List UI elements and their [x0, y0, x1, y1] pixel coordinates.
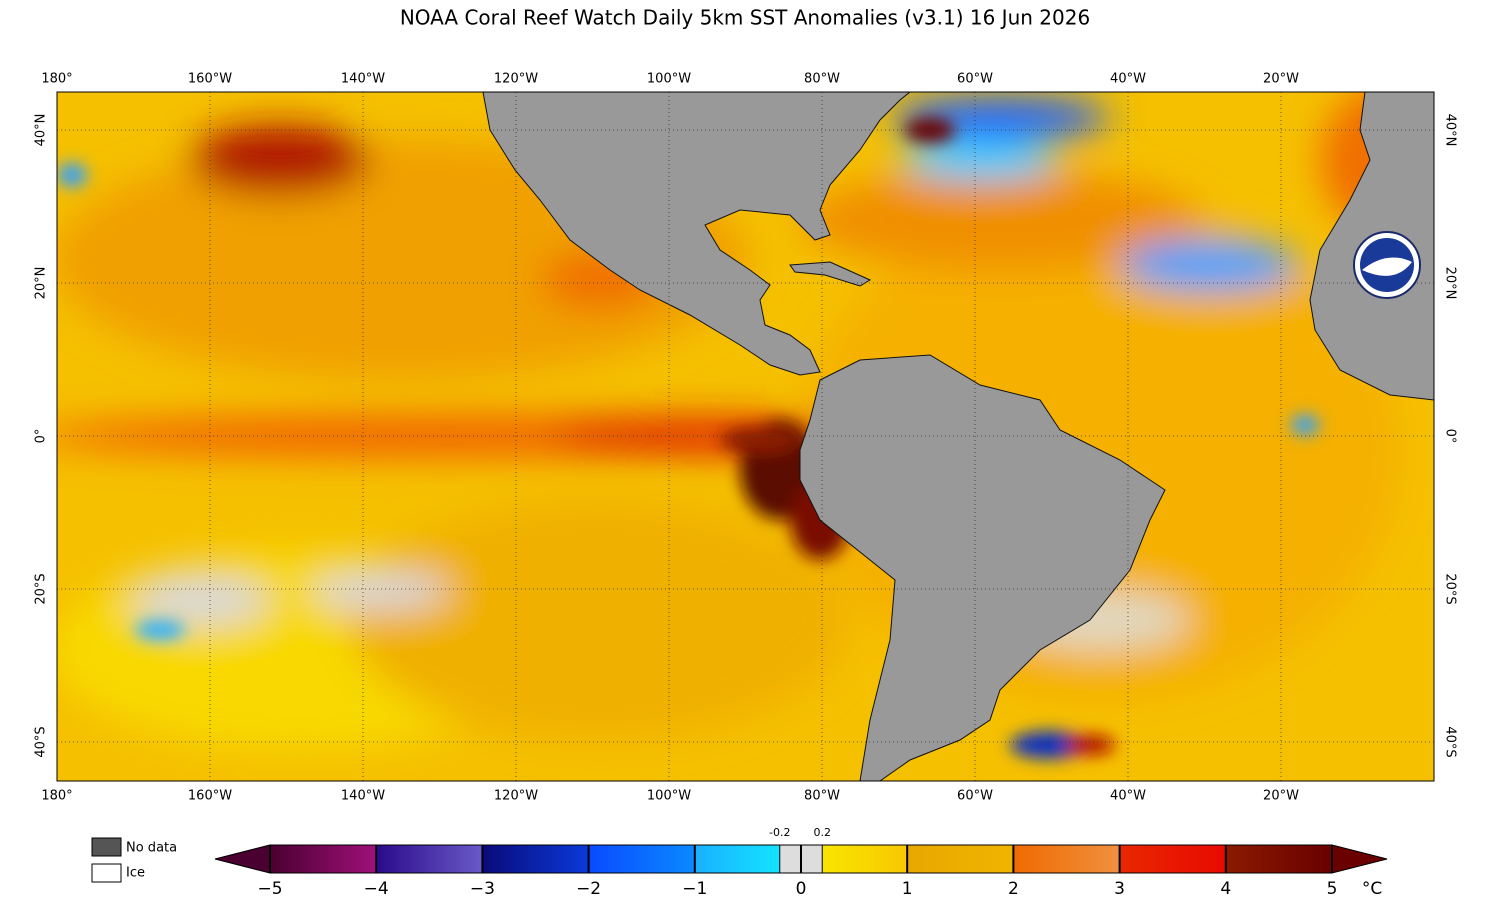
- no-data-swatch: [91, 837, 122, 857]
- legend: No data Ice: [91, 837, 177, 883]
- lon-label-bottom: 160°W: [188, 789, 232, 804]
- colorbar-tick-label: 4: [1220, 879, 1231, 899]
- colorbar-tick-label: −3: [470, 879, 495, 899]
- north-america: [482, 92, 911, 376]
- lat-label-left: 20°S: [34, 573, 49, 604]
- neutral-label: -0.2: [769, 826, 790, 839]
- lon-label-top: 160°W: [188, 72, 232, 87]
- colorbar-tick-label: −5: [257, 879, 282, 899]
- lon-label-bottom: 80°W: [804, 789, 840, 804]
- colorbar-tick-label: −2: [576, 879, 601, 899]
- title: NOAA Coral Reef Watch Daily 5km SST Anom…: [400, 6, 1090, 30]
- lat-label-right: 40°N: [1443, 114, 1458, 147]
- lat-label-right: 20°N: [1443, 267, 1458, 300]
- colorbar-segment: [1119, 845, 1226, 873]
- noaa-logo: [1353, 231, 1421, 299]
- neutral-label: 0.2: [813, 826, 831, 839]
- lon-label-bottom: 60°W: [957, 789, 993, 804]
- colorbar-tick-label: 0: [796, 879, 807, 899]
- lon-label-top: 100°W: [647, 72, 691, 87]
- colorbar-tick-label: −1: [682, 879, 707, 899]
- lon-label-top: 40°W: [1110, 72, 1146, 87]
- legend-label: Ice: [126, 866, 145, 881]
- colorbar-extend-low: [214, 844, 271, 874]
- colorbar-tick-label: 3: [1114, 879, 1125, 899]
- lat-label-right: 20°S: [1443, 573, 1458, 604]
- lon-label-top: 20°W: [1263, 72, 1299, 87]
- lon-label-bottom: 20°W: [1263, 789, 1299, 804]
- colorbar-frame: [269, 844, 1333, 874]
- lat-label-right: 40°S: [1443, 726, 1458, 757]
- lat-label-left: 40°N: [34, 114, 49, 147]
- lon-label-bottom: 120°W: [494, 789, 538, 804]
- south-america: [799, 354, 1166, 781]
- lon-label-top: 120°W: [494, 72, 538, 87]
- colorbar-unit: °C: [1362, 879, 1382, 899]
- lat-label-left: 20°N: [34, 267, 49, 300]
- lon-label-bottom: 180°: [41, 789, 72, 804]
- colorbar-segment: [270, 845, 377, 873]
- lat-label-right: 0°: [1443, 429, 1458, 444]
- lon-label-bottom: 140°W: [341, 789, 385, 804]
- colorbar-tick-label: 1: [902, 879, 913, 899]
- colorbar-segment: [1225, 845, 1332, 873]
- colorbar-tick-label: 5: [1327, 879, 1338, 899]
- colorbar-tick-label: 2: [1008, 879, 1019, 899]
- lat-label-left: 40°S: [34, 726, 49, 757]
- lon-label-bottom: 40°W: [1110, 789, 1146, 804]
- lon-label-top: 180°: [41, 72, 72, 87]
- lon-label-top: 140°W: [341, 72, 385, 87]
- lat-label-left: 0°: [34, 429, 49, 444]
- map-frame: [56, 91, 1435, 782]
- lon-label-bottom: 100°W: [647, 789, 691, 804]
- colorbar-segment: [1013, 845, 1120, 873]
- colorbar-segment: [376, 845, 483, 873]
- cuba: [789, 261, 872, 287]
- graticule: 180° 180° 160°W 160°W 140°W 140°W 120°W 120°W 10…: [34, 72, 1458, 804]
- ice-swatch: [91, 863, 122, 883]
- colorbar: -0.2 0.2 −5 −4 −3 −2 −1 0 1 2 3 4 5 °C: [214, 826, 1388, 899]
- colorbar-extend-high: [1331, 844, 1388, 874]
- map: [57, 92, 1434, 781]
- lon-label-top: 80°W: [804, 72, 840, 87]
- colorbar-segment: [907, 845, 1014, 873]
- colorbar-segment: [588, 845, 695, 873]
- legend-label: No data: [126, 841, 177, 856]
- lon-label-top: 60°W: [957, 72, 993, 87]
- colorbar-segment: [482, 845, 589, 873]
- colorbar-tick-label: −4: [364, 879, 389, 899]
